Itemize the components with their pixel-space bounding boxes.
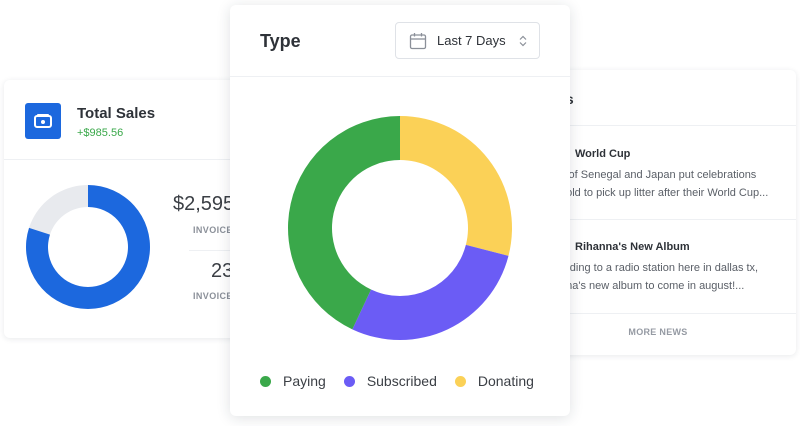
legend-item-subscribed[interactable]: Subscribed — [343, 373, 437, 389]
legend-item-paying[interactable]: Paying — [260, 373, 326, 389]
legend-swatch-paying — [260, 375, 271, 387]
total-sales-header: Total Sales +$985.56 — [4, 80, 284, 160]
type-card-header: Type Last 7 Days — [230, 5, 570, 77]
wallet-icon — [25, 103, 61, 139]
more-news-link[interactable]: MORE NEWS — [628, 327, 688, 337]
type-title: Type — [260, 31, 301, 51]
legend-label-subscribed: Subscribed — [366, 373, 437, 389]
sort-icon — [519, 35, 527, 46]
invoices-count: 23 — [211, 260, 234, 282]
legend-swatch-donating — [454, 375, 466, 387]
news-divider — [520, 219, 796, 220]
type-donut-chart — [287, 116, 512, 340]
sales-ring-fill — [25, 185, 150, 309]
news-body-line: s of Senegal and Japan put celebrations — [560, 169, 757, 181]
chart-legend: Paying Subscribed Donating — [260, 373, 552, 389]
legend-swatch-subscribed — [343, 375, 355, 387]
news-divider — [520, 125, 796, 126]
donut-slice-donating[interactable] — [400, 116, 512, 256]
news-divider — [520, 313, 796, 314]
news-body-line: nna's new album to come in august!... — [560, 280, 745, 292]
invoiced-label: INVOICED — [193, 225, 240, 235]
donut-slice-subscribed[interactable] — [352, 244, 509, 340]
calendar-icon — [409, 32, 427, 49]
total-sales-delta: +$985.56 — [77, 127, 124, 139]
date-range-label: Last 7 Days — [437, 33, 506, 48]
legend-item-donating[interactable]: Donating — [454, 373, 534, 389]
type-card: Type Last 7 Days Paying Subscribed — [230, 5, 570, 416]
date-range-select[interactable]: Last 7 Days — [395, 22, 540, 59]
news-headline[interactable]: World Cup — [575, 148, 631, 160]
donut-slice-paying[interactable] — [287, 116, 400, 330]
news-body-line: hold to pick up litter after their World… — [560, 187, 769, 199]
invoiced-amount: $2,595 — [173, 193, 235, 215]
sales-progress-ring — [25, 185, 150, 309]
total-sales-title: Total Sales — [77, 105, 156, 122]
invoices-label: INVOICES — [193, 291, 240, 301]
legend-label-donating: Donating — [477, 373, 534, 389]
news-headline[interactable]: Rihanna's New Album — [575, 241, 690, 253]
news-body-line: ording to a radio station here in dallas… — [560, 262, 759, 274]
legend-label-paying: Paying — [283, 373, 326, 389]
